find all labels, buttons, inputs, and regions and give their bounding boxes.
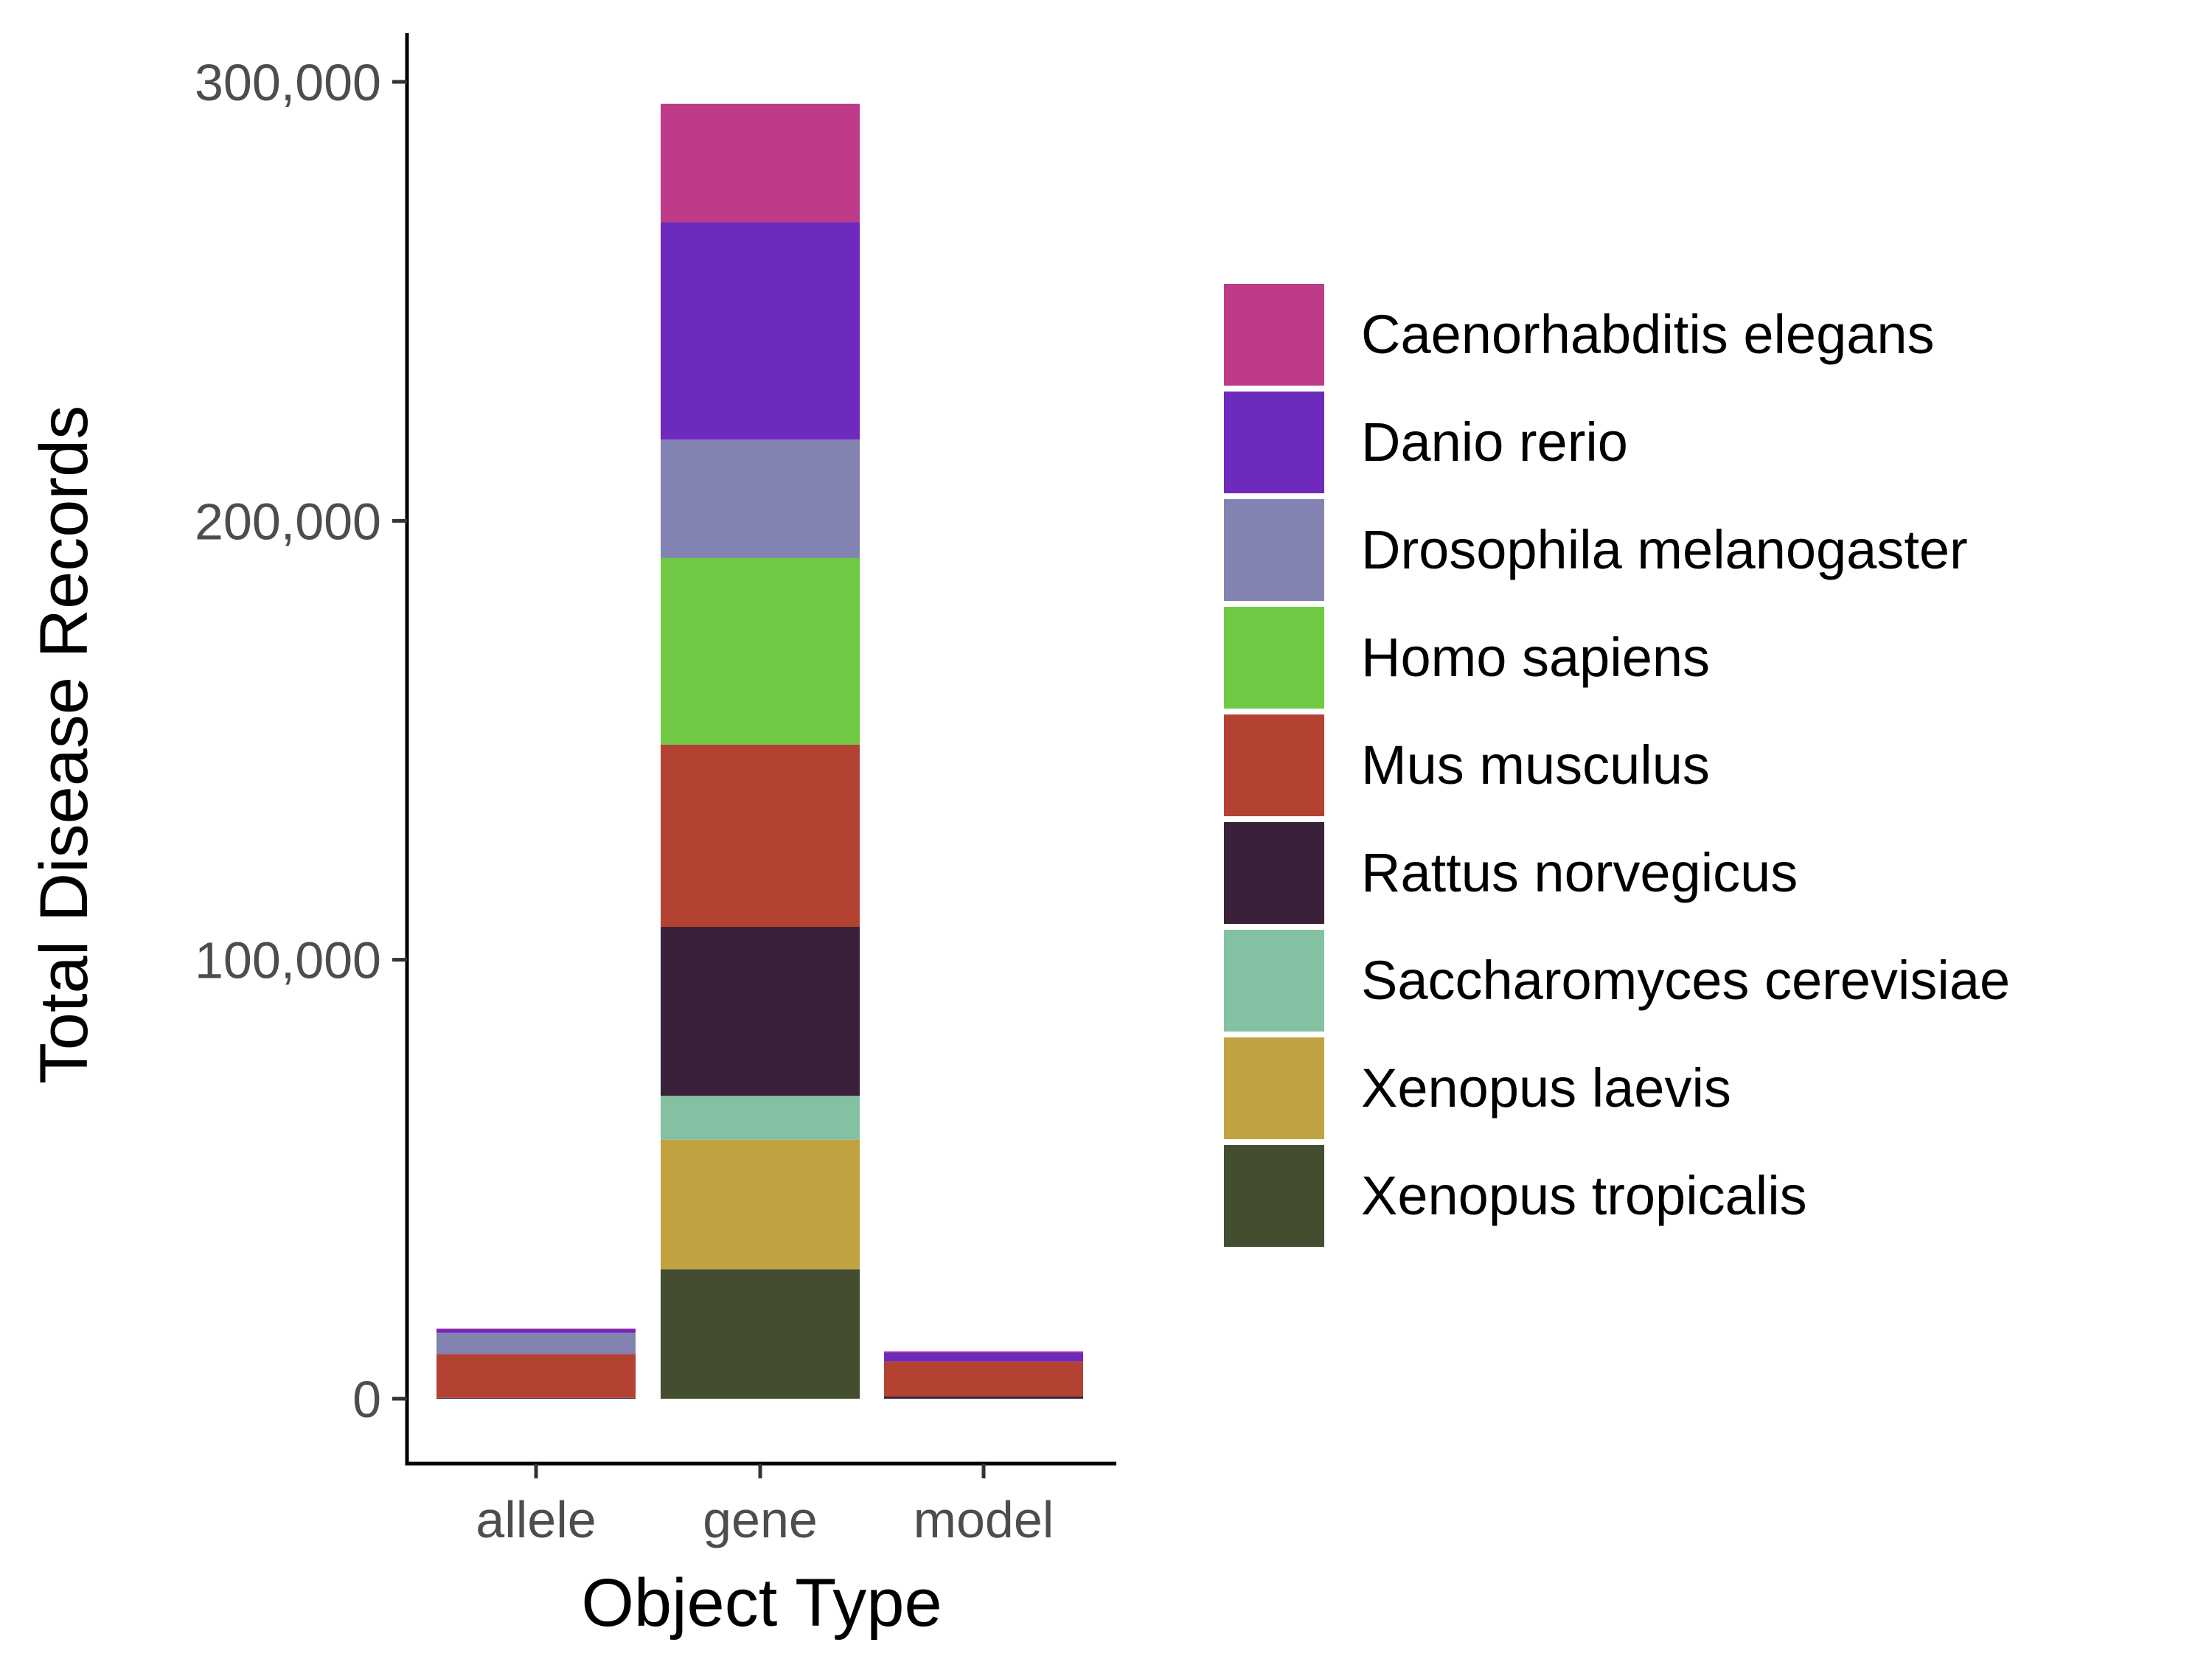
legend-key-saccharomyces-cerevisiae	[1224, 930, 1324, 1032]
legend-key-xenopus-tropicalis	[1224, 1145, 1324, 1247]
bar-segment-allele-danio-rerio	[437, 1329, 636, 1333]
y-axis-title: Total Disease Records	[27, 406, 102, 1084]
bar-segment-gene-caenorhabditis-elegans	[661, 103, 860, 223]
x-tick-label-allele: allele	[476, 1491, 596, 1548]
legend-label-danio-rerio: Danio rerio	[1361, 411, 1628, 473]
legend-label-caenorhabditis-elegans: Caenorhabditis elegans	[1361, 304, 1935, 365]
legend-key-homo-sapiens	[1224, 607, 1324, 709]
bar-segment-allele-drosophila-melanogaster	[437, 1332, 636, 1354]
legend: Caenorhabditis elegans Danio rerio Drosoph…	[1224, 284, 2010, 1247]
legend-label-saccharomyces-cerevisiae: Saccharomyces cerevisiae	[1361, 950, 2010, 1011]
bar-segment-allele-rattus-norvegicus	[437, 1397, 636, 1399]
bar-area	[437, 103, 1083, 1399]
bar-segment-gene-drosophila-melanogaster	[661, 439, 860, 558]
x-axis-title: Object Type	[581, 1565, 942, 1641]
x-tick-label-model: model	[914, 1491, 1054, 1548]
x-tick-label-gene: gene	[703, 1491, 818, 1548]
y-tick-label: 300,000	[195, 54, 381, 111]
bar-segment-model-caenorhabditis-elegans	[884, 1351, 1083, 1353]
legend-key-caenorhabditis-elegans	[1224, 284, 1324, 386]
bar-segment-gene-mus-musculus	[661, 744, 860, 928]
bar-segment-model-danio-rerio	[884, 1352, 1083, 1362]
bar-segment-model-mus-musculus	[884, 1361, 1083, 1397]
bar-segment-gene-xenopus-tropicalis	[661, 1269, 860, 1399]
bar-segment-gene-homo-sapiens	[661, 557, 860, 745]
legend-label-mus-musculus: Mus musculus	[1361, 734, 1710, 796]
bar-segment-allele-mus-musculus	[437, 1354, 636, 1398]
bar-segment-gene-xenopus-laevis	[661, 1139, 860, 1270]
legend-label-homo-sapiens: Homo sapiens	[1361, 627, 1710, 688]
legend-label-drosophila-melanogaster: Drosophila melanogaster	[1361, 519, 1968, 580]
bar-segment-gene-saccharomyces-cerevisiae	[661, 1096, 860, 1140]
legend-key-rattus-norvegicus	[1224, 822, 1324, 924]
y-tick-label: 200,000	[195, 493, 381, 550]
y-tick-label: 100,000	[195, 932, 381, 990]
legend-label-xenopus-laevis: Xenopus laevis	[1361, 1057, 1731, 1119]
bar-segment-model-rattus-norvegicus	[884, 1397, 1083, 1399]
y-tick-label: 0	[352, 1371, 381, 1428]
legend-key-xenopus-laevis	[1224, 1037, 1324, 1139]
bar-segment-gene-rattus-norvegicus	[661, 927, 860, 1096]
legend-label-rattus-norvegicus: Rattus norvegicus	[1361, 842, 1798, 903]
legend-key-mus-musculus	[1224, 714, 1324, 816]
legend-label-xenopus-tropicalis: Xenopus tropicalis	[1361, 1165, 1807, 1226]
axes: 0 100,000 200,000 300,000 allele gene model	[195, 33, 1116, 1548]
legend-key-danio-rerio	[1224, 392, 1324, 493]
legend-key-drosophila-melanogaster	[1224, 499, 1324, 601]
bar-segment-gene-danio-rerio	[661, 222, 860, 440]
